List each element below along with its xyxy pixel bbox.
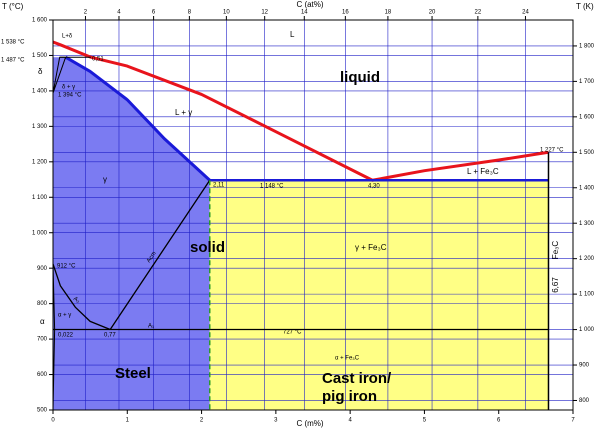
x2-tick-label: 16 xyxy=(342,10,349,16)
y-tick-label: 1 300 xyxy=(32,124,48,130)
curves xyxy=(52,40,550,411)
phase-boundary xyxy=(52,263,56,411)
annotation: Acm xyxy=(146,251,158,264)
x2-tick-label: 24 xyxy=(522,10,529,16)
x2-tick-label: 20 xyxy=(429,10,436,16)
y2-tick-label: 1 500 xyxy=(579,150,595,156)
annotation: solid xyxy=(190,239,225,256)
y2-tick-label: 1 700 xyxy=(579,79,595,85)
x2-tick-label: 4 xyxy=(117,10,121,16)
y2-tick-label: 1 000 xyxy=(579,327,595,333)
y2-tick-label: 1 600 xyxy=(579,114,595,120)
phase-boundary xyxy=(52,56,67,94)
regions xyxy=(53,57,549,411)
y-tick-label: 500 xyxy=(37,408,48,414)
y2-tick-label: 1 300 xyxy=(579,221,595,227)
annotation: Fe₃C xyxy=(551,241,560,260)
y2-tick-label: 1 200 xyxy=(579,256,595,262)
y2-tick-label: 900 xyxy=(579,363,590,369)
annotation: δ xyxy=(38,67,43,76)
phase-boundary xyxy=(52,263,111,331)
y-tick-label: 1 100 xyxy=(32,195,48,201)
annotation: 912 °C xyxy=(57,264,76,270)
annotation: δ + γ xyxy=(62,85,75,91)
annotation: 0,77 xyxy=(104,333,116,339)
x2-tick-label: 6 xyxy=(152,10,156,16)
annotation: 6,67 xyxy=(551,277,560,293)
y-tick-label: 1 500 xyxy=(32,53,48,59)
cementite-region xyxy=(209,180,549,410)
y-tick-label: 900 xyxy=(37,266,48,272)
annotation: γ xyxy=(103,175,107,184)
annotation: 4,30 xyxy=(368,184,380,190)
x2-tick-label: 8 xyxy=(188,10,192,16)
annotation: 1 487 °C xyxy=(1,58,25,64)
annotation: 1 538 °C xyxy=(1,40,25,46)
phase-boundary xyxy=(64,55,211,182)
y-tick-label: 1 000 xyxy=(32,230,48,236)
annotation: A₁ xyxy=(148,324,154,330)
annotation: liquid xyxy=(340,69,380,86)
annotation: α + Fe₃C xyxy=(335,356,360,362)
annotation: 1 227 °C xyxy=(540,148,564,154)
annotation: L xyxy=(290,30,295,39)
annotation: Steel xyxy=(115,365,151,382)
x2-tick-label: 10 xyxy=(223,10,230,16)
annotation: 0,022 xyxy=(58,333,74,339)
x-tick-label: 3 xyxy=(274,418,278,424)
x-tick-label: 7 xyxy=(571,418,575,424)
annotation: 727 °C xyxy=(283,330,302,336)
x2-tick-label: 22 xyxy=(475,10,482,16)
annotation: L + Fe₃C xyxy=(467,167,499,176)
y-tick-label: 700 xyxy=(37,337,48,343)
annotation: L + γ xyxy=(175,108,192,117)
x-tick-label: 6 xyxy=(497,418,501,424)
phase-boundary xyxy=(109,179,211,330)
x2-tick-label: 14 xyxy=(301,10,308,16)
annotation: A₃ xyxy=(72,296,81,305)
y2-tick-label: 1 800 xyxy=(579,44,595,50)
x2-tick-label: 2 xyxy=(84,10,88,16)
x-tick-label: 2 xyxy=(200,418,204,424)
y-tick-label: 1 200 xyxy=(32,159,48,165)
y2-tick-label: 1 400 xyxy=(579,185,595,191)
x2-axis-title: C (at%) xyxy=(296,0,323,9)
annotation: pig iron xyxy=(322,388,377,405)
x-tick-label: 0 xyxy=(51,418,55,424)
annotation: γ + Fe₃C xyxy=(355,243,387,252)
x2-tick-label: 18 xyxy=(385,10,392,16)
x-tick-label: 4 xyxy=(348,418,352,424)
phase-boundary xyxy=(52,40,549,182)
y-tick-label: 1 600 xyxy=(32,18,48,24)
y2-axis-title: T (K) xyxy=(576,2,594,11)
annotation: L+δ xyxy=(62,34,73,40)
x-tick-label: 1 xyxy=(126,418,130,424)
y-axis-title: T (°C) xyxy=(2,2,24,11)
x-tick-label: 5 xyxy=(423,418,427,424)
plot-frame xyxy=(52,19,574,411)
annotations: 1 538 °C 1 487 °C δ 1 394 °C L+δ 0,51 δ … xyxy=(1,30,564,405)
annotation: α xyxy=(40,317,45,326)
annotation: 0,51 xyxy=(92,57,104,63)
y-tick-label: 600 xyxy=(37,372,48,378)
x2-tick-label: 12 xyxy=(261,10,268,16)
y-tick-label: 800 xyxy=(37,301,48,307)
x-axis-title: C (m%) xyxy=(296,419,323,428)
annotation: 2,11 xyxy=(213,183,225,189)
annotation: α + γ xyxy=(58,313,71,319)
y-tick-label: 1 400 xyxy=(32,88,48,94)
annotation: Cast iron/ xyxy=(322,370,392,387)
y2-tick-label: 1 100 xyxy=(579,292,595,298)
annotation: 1 394 °C xyxy=(58,93,82,99)
annotation: 1 148 °C xyxy=(260,184,284,190)
y2-tick-label: 800 xyxy=(579,398,590,404)
